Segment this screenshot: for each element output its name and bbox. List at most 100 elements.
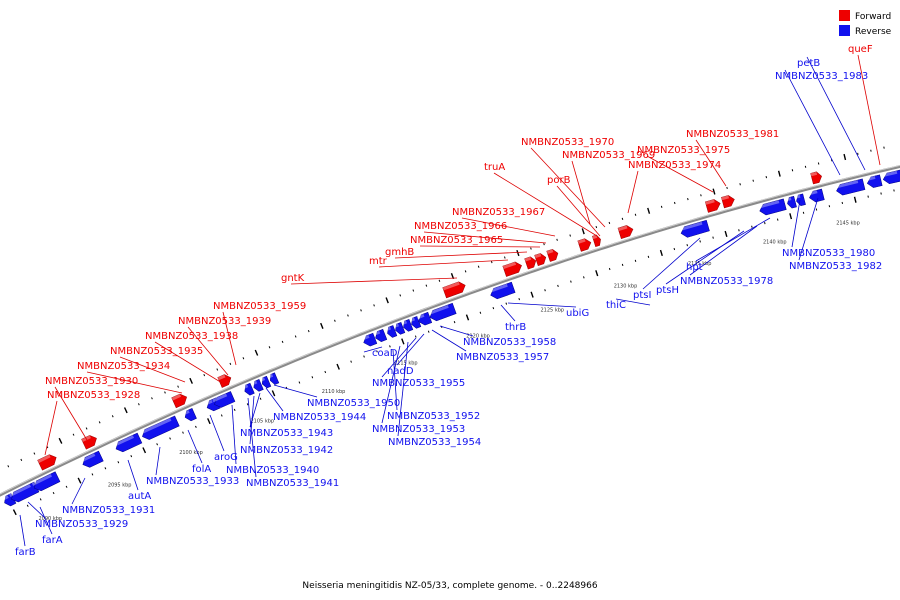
gene-feature[interactable] (31, 471, 61, 493)
gene-label[interactable]: NMBNZ0533_1943 (240, 428, 333, 439)
gene-label[interactable]: autA (128, 491, 151, 502)
gene-label[interactable]: NMBNZ0533_1967 (452, 207, 545, 218)
gene-feature[interactable] (140, 415, 180, 442)
gene-label[interactable]: folA (192, 464, 211, 475)
gene-feature[interactable] (835, 178, 866, 196)
gene-feature[interactable] (37, 452, 59, 471)
gene-feature[interactable] (251, 379, 264, 392)
gene-label[interactable]: NMBNZ0533_1928 (47, 390, 140, 401)
gene-label[interactable]: queF (848, 44, 873, 55)
gene-label[interactable]: NMBNZ0533_1938 (145, 331, 238, 342)
gene-feature[interactable] (401, 319, 414, 332)
gene-feature[interactable] (242, 382, 255, 396)
gene-label[interactable]: NMBNZ0533_1953 (372, 424, 465, 435)
gene-label[interactable]: NMBNZ0533_1974 (628, 160, 721, 171)
gene-label[interactable]: NMBNZ0533_1935 (110, 346, 203, 357)
gene-label[interactable]: coaD (372, 348, 398, 359)
gene-label[interactable]: NMBNZ0533_1939 (178, 316, 271, 327)
gene-label[interactable]: farA (42, 535, 63, 546)
gene-label[interactable]: NMBNZ0533_1934 (77, 361, 170, 372)
gene-feature[interactable] (795, 193, 806, 207)
gene-feature[interactable] (882, 169, 900, 185)
gene-feature[interactable] (577, 237, 593, 252)
gene-label[interactable]: NMBNZ0533_1983 (775, 71, 868, 82)
gene-feature[interactable] (217, 373, 233, 388)
gene-label[interactable]: NMBNZ0533_1955 (372, 378, 465, 389)
gene-feature[interactable] (679, 219, 710, 238)
gene-label[interactable]: nadD (387, 366, 414, 377)
gene-label[interactable]: NMBNZ0533_1940 (226, 465, 319, 476)
gene-label[interactable]: ptsI (633, 290, 651, 301)
gene-feature[interactable] (591, 234, 602, 248)
gene-feature[interactable] (488, 281, 516, 300)
gene-label[interactable]: thrB (505, 322, 526, 333)
scale-tick (738, 229, 740, 232)
gene-label[interactable]: NMBNZ0533_1933 (146, 476, 239, 487)
gene-label[interactable]: ptsH (656, 285, 679, 296)
gene-label[interactable]: NMBNZ0533_1981 (686, 129, 779, 140)
gene-label[interactable]: aroG (214, 452, 238, 463)
gene-label[interactable]: porB (547, 175, 571, 186)
gene-label[interactable]: NMBNZ0533_1930 (45, 376, 138, 387)
gene-feature[interactable] (393, 322, 406, 335)
gene-label[interactable]: NMBNZ0533_1944 (273, 412, 366, 423)
gene-label[interactable]: ubiG (566, 308, 589, 319)
gene-feature[interactable] (182, 408, 197, 422)
gene-label[interactable]: hpt (686, 262, 703, 273)
gene-feature[interactable] (866, 174, 883, 189)
gene-label[interactable]: NMBNZ0533_1982 (789, 261, 882, 272)
gene-feature[interactable] (373, 328, 388, 343)
gene-feature[interactable] (808, 188, 825, 203)
gene-feature[interactable] (442, 280, 467, 299)
gene-label[interactable]: NMBNZ0533_1957 (456, 352, 549, 363)
scale-tick (634, 213, 637, 216)
gene-label[interactable]: NMBNZ0533_1958 (463, 337, 556, 348)
gene-label[interactable]: NMBNZ0533_1959 (213, 301, 306, 312)
gene-label[interactable]: NMBNZ0533_1941 (246, 478, 339, 489)
gene-label[interactable]: NMBNZ0533_1952 (387, 411, 480, 422)
gene-label[interactable]: NMBNZ0533_1966 (414, 221, 507, 232)
gene-feature[interactable] (617, 224, 635, 239)
gene-feature[interactable] (385, 325, 398, 338)
gene-feature[interactable] (361, 332, 378, 348)
gene-feature[interactable] (268, 372, 280, 386)
gene-feature[interactable] (416, 311, 433, 327)
gene-feature[interactable] (113, 432, 143, 454)
gene-feature[interactable] (409, 316, 422, 329)
gene-feature[interactable] (758, 198, 787, 216)
gene-label[interactable]: NMBNZ0533_1942 (240, 445, 333, 456)
gene-label[interactable]: NMBNZ0533_1975 (637, 145, 730, 156)
gene-label[interactable]: NMBNZ0533_1931 (62, 505, 155, 516)
gene-label[interactable]: thiC (606, 300, 626, 311)
gene-label[interactable]: NMBNZ0533_1929 (35, 519, 128, 530)
gene-feature[interactable] (260, 375, 272, 389)
gene-feature[interactable] (9, 481, 40, 504)
gene-feature[interactable] (171, 392, 189, 409)
gene-feature[interactable] (428, 302, 457, 322)
gene-feature[interactable] (80, 450, 104, 469)
gene-label[interactable]: mtr (369, 256, 388, 267)
gene-label[interactable]: NMBNZ0533_1970 (521, 137, 614, 148)
gene-feature[interactable] (2, 493, 17, 507)
gene-feature[interactable] (704, 198, 721, 213)
gene-label[interactable]: NMBNZ0533_1980 (782, 248, 875, 259)
gene-feature[interactable] (546, 248, 560, 262)
gene-label[interactable]: gntK (281, 273, 305, 284)
gene-label[interactable]: truA (484, 162, 505, 173)
gene-feature[interactable] (721, 194, 736, 209)
gene-feature[interactable] (502, 260, 524, 277)
gene-label[interactable]: NMBNZ0533_1950 (307, 398, 400, 409)
gene-arrow-shine (592, 234, 598, 240)
gene-label[interactable]: petB (797, 58, 820, 69)
gene-label[interactable]: farB (15, 547, 36, 558)
gene-label[interactable]: gmhB (385, 247, 414, 258)
gene-feature[interactable] (534, 252, 548, 267)
gene-label[interactable]: NMBNZ0533_1978 (680, 276, 773, 287)
gene-feature[interactable] (212, 391, 236, 409)
gene-label[interactable]: NMBNZ0533_1954 (388, 437, 481, 448)
gene-feature[interactable] (786, 195, 797, 209)
gene-feature[interactable] (524, 255, 538, 270)
gene-feature[interactable] (810, 171, 823, 185)
gene-label[interactable]: NMBNZ0533_1969 (562, 150, 655, 161)
gene-label[interactable]: NMBNZ0533_1965 (410, 235, 503, 246)
